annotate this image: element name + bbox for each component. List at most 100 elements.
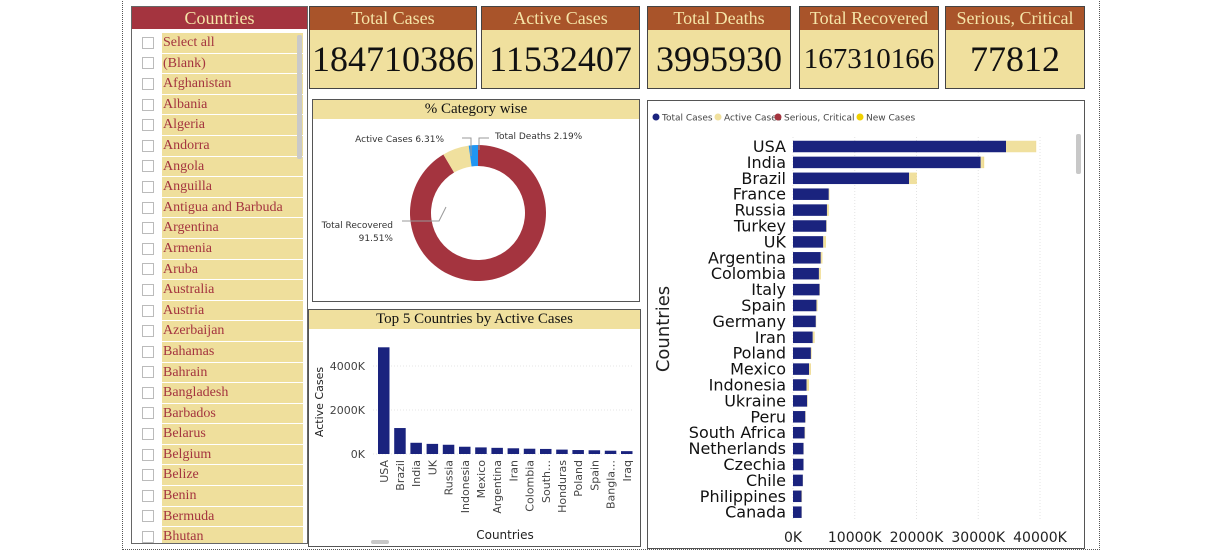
slicer-item[interactable]: Afghanistan: [132, 74, 307, 94]
bar-segment: [793, 315, 816, 328]
x-tick-label: Bangla…: [605, 460, 618, 509]
checkbox[interactable]: [142, 283, 154, 296]
bar-segment: [793, 236, 824, 248]
slicer-item[interactable]: Benin: [132, 486, 307, 506]
y-tick-label: 4000K: [330, 360, 366, 373]
checkbox[interactable]: [142, 160, 154, 173]
kpi-title: Total Cases: [310, 7, 476, 30]
slicer-item[interactable]: Bangladesh: [132, 383, 307, 403]
chart-scrollbar[interactable]: [1076, 134, 1081, 174]
y-tick-label: South Africa: [689, 423, 786, 442]
kpi-value: 167310166: [803, 43, 935, 75]
checkbox[interactable]: [142, 57, 154, 70]
bar: [523, 448, 536, 454]
slicer-item-label: Austria: [162, 300, 303, 321]
x-tick-label: 40000K: [1013, 530, 1068, 546]
kpi-value: 11532407: [489, 39, 632, 79]
x-tick-label: Mexico: [475, 460, 488, 499]
slicer-item-label: Bangladesh: [162, 383, 303, 403]
kpi-value: 77812: [970, 39, 1060, 79]
legend-label: Serious, Critical: [784, 114, 855, 124]
checkbox[interactable]: [142, 366, 154, 379]
kpi-title: Active Cases: [482, 7, 639, 30]
y-tick-label: Argentina: [708, 248, 786, 267]
checkbox[interactable]: [142, 201, 154, 214]
bar-segment: [823, 236, 826, 248]
slicer-item[interactable]: Barbados: [132, 403, 307, 424]
legend-label: New Cases: [866, 114, 916, 124]
slicer-item[interactable]: Albania: [132, 94, 307, 115]
checkbox[interactable]: [142, 119, 154, 132]
y-tick-label: Italy: [751, 280, 786, 299]
checkbox[interactable]: [142, 386, 154, 399]
slicer-item[interactable]: Bahamas: [132, 341, 307, 362]
bar: [410, 442, 422, 454]
slicer-item[interactable]: (Blank): [132, 53, 307, 74]
slicer-item[interactable]: Aruba: [132, 259, 307, 280]
leader-line: [402, 206, 447, 222]
slicer-item[interactable]: Armenia: [132, 238, 307, 259]
slicer-item[interactable]: Belarus: [132, 424, 307, 444]
slicer-item-label: (Blank): [162, 53, 303, 74]
checkbox[interactable]: [142, 139, 154, 152]
bar-segment: [793, 299, 817, 312]
slicer-item[interactable]: Anguilla: [132, 177, 307, 197]
checkbox[interactable]: [142, 222, 154, 235]
legend-label: Total Cases: [661, 114, 713, 124]
x-tick-label: Honduras: [556, 460, 569, 513]
slicer-item[interactable]: Algeria: [132, 115, 307, 135]
checkbox[interactable]: [142, 510, 154, 523]
slicer-scrollbar[interactable]: [297, 35, 302, 159]
slicer-item[interactable]: Angola: [132, 156, 307, 177]
checkbox[interactable]: [142, 448, 154, 461]
bar-segment: [793, 188, 829, 200]
checkbox[interactable]: [142, 77, 154, 90]
checkbox[interactable]: [142, 36, 154, 49]
chart-scrollbar[interactable]: [371, 540, 389, 544]
checkbox[interactable]: [142, 263, 154, 276]
x-tick-label: UK: [426, 459, 439, 475]
checkbox[interactable]: [142, 469, 154, 482]
bar-segment: [793, 395, 808, 407]
bar-segment: [793, 442, 804, 455]
y-tick-label: Russia: [735, 201, 786, 220]
y-axis-title: Active Cases: [313, 367, 326, 437]
checkbox[interactable]: [142, 98, 154, 111]
x-tick-label: Spain: [588, 460, 601, 491]
y-tick-label: Chile: [746, 471, 786, 490]
bar-segment: [816, 299, 818, 312]
bar: [588, 450, 601, 454]
slicer-item[interactable]: Select all: [132, 33, 307, 53]
kpi-total-recovered: Total Recovered 167310166: [799, 6, 939, 89]
slicer-item[interactable]: Antigua and Barbuda: [132, 197, 307, 218]
slicer-item[interactable]: Argentina: [132, 218, 307, 238]
x-tick-label: India: [410, 460, 423, 487]
slicer-item[interactable]: Belize: [132, 465, 307, 486]
y-tick-label: Germany: [712, 312, 786, 331]
slicer-item[interactable]: Australia: [132, 280, 307, 300]
checkbox[interactable]: [142, 428, 154, 441]
checkbox[interactable]: [142, 531, 154, 543]
donut-label: Total Deaths 2.19%: [494, 132, 583, 142]
checkbox[interactable]: [142, 407, 154, 420]
donut-slice: [410, 145, 546, 281]
slicer-item[interactable]: Belgium: [132, 444, 307, 465]
checkbox[interactable]: [142, 325, 154, 338]
slicer-item[interactable]: Bhutan: [132, 527, 307, 543]
y-tick-label: Brazil: [741, 169, 786, 188]
slicer-item[interactable]: Azerbaijan: [132, 321, 307, 341]
bar-segment: [793, 156, 981, 169]
checkbox[interactable]: [142, 304, 154, 317]
checkbox[interactable]: [142, 345, 154, 358]
slicer-item[interactable]: Bermuda: [132, 506, 307, 527]
slicer-item[interactable]: Andorra: [132, 135, 307, 156]
checkbox[interactable]: [142, 180, 154, 193]
slicer-item[interactable]: Austria: [132, 300, 307, 321]
checkbox[interactable]: [142, 242, 154, 255]
y-tick-label: 0K: [351, 448, 366, 461]
checkbox[interactable]: [142, 489, 154, 502]
legend-marker: [774, 113, 782, 121]
slicer-item[interactable]: Bahrain: [132, 362, 307, 383]
bar: [572, 450, 584, 454]
bar: [491, 447, 503, 454]
